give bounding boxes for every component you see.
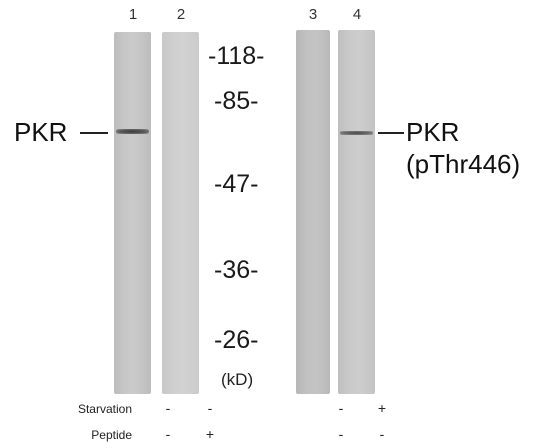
lane-number-4: 4 <box>352 6 362 23</box>
left-pkr-label: PKR <box>14 117 68 147</box>
starvation-label: Starvation <box>77 402 132 416</box>
starvation-sign-lane-1: - <box>165 400 171 416</box>
peptide-label: Peptide <box>91 428 132 442</box>
starvation-sign-lane-4: + <box>377 400 387 416</box>
marker-85: -85- <box>214 87 259 115</box>
peptide-sign-lane-2: + <box>205 426 215 442</box>
right-pkr-pointer <box>378 132 404 134</box>
marker-26: -26- <box>214 326 259 354</box>
blot-lane-4 <box>338 30 375 394</box>
blot-lane-2 <box>162 32 199 394</box>
left-pkr-pointer <box>80 132 108 134</box>
right-pkr-phospho-label: (pThr446) <box>406 149 521 179</box>
marker-118: -118- <box>208 42 265 70</box>
lane-number-1: 1 <box>128 6 138 23</box>
starvation-sign-lane-3: - <box>338 400 344 416</box>
unit-label: (kD) <box>221 370 254 389</box>
peptide-sign-lane-3: - <box>338 426 344 442</box>
blot-lane-3 <box>296 30 330 394</box>
lane-number-3: 3 <box>308 6 318 23</box>
starvation-sign-lane-2: - <box>207 400 213 416</box>
lane-number-2: 2 <box>176 6 186 23</box>
pkr-band-lane-4 <box>340 131 373 135</box>
peptide-sign-lane-4: - <box>379 426 385 442</box>
marker-36: -36- <box>214 256 259 284</box>
right-pkr-label: PKR <box>406 117 460 147</box>
marker-47: -47- <box>214 170 259 198</box>
peptide-sign-lane-1: - <box>165 426 171 442</box>
blot-lane-1 <box>114 32 151 394</box>
pkr-band-lane-1 <box>116 129 149 134</box>
